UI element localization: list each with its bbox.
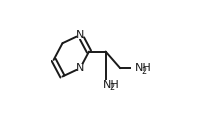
Text: 2: 2 [141,67,147,76]
FancyBboxPatch shape [131,63,145,73]
Text: NH: NH [103,80,120,90]
Text: N: N [76,63,84,73]
FancyBboxPatch shape [99,80,112,90]
FancyBboxPatch shape [77,31,83,39]
Text: 2: 2 [109,83,114,92]
FancyBboxPatch shape [77,64,83,72]
Text: N: N [76,30,84,40]
Text: NH: NH [135,63,152,73]
